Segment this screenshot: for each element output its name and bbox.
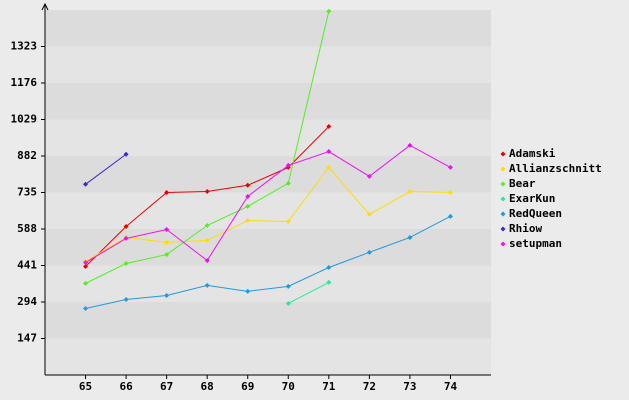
data-point (83, 263, 89, 269)
data-point (447, 164, 453, 170)
data-point (164, 252, 170, 258)
x-tick-label: 66 (119, 380, 133, 393)
legend-label: RedQueen (509, 207, 562, 220)
data-point (326, 264, 332, 270)
legend-marker (500, 241, 506, 247)
band (45, 192, 491, 229)
band (45, 10, 491, 47)
data-point (326, 164, 332, 170)
data-point (204, 223, 210, 229)
data-point (285, 300, 291, 306)
series-line (288, 281, 330, 304)
y-tick-label: 1323 (11, 40, 38, 53)
data-point (366, 173, 372, 179)
y-tick-label: 735 (17, 186, 37, 199)
data-point (123, 235, 129, 241)
legend-marker (500, 166, 506, 172)
legend-label: Adamski (509, 147, 556, 160)
data-point (83, 181, 89, 187)
band (45, 46, 491, 83)
y-tick-label: 882 (17, 149, 37, 162)
legend-label: Allianzschnitt (509, 162, 602, 175)
data-point (326, 149, 332, 155)
data-point (326, 123, 332, 129)
data-point (407, 234, 413, 240)
y-tick-label: 441 (17, 259, 37, 272)
series-line (85, 144, 451, 263)
band (45, 83, 491, 120)
legend-label: setupman (509, 237, 562, 250)
y-tick-label: 588 (17, 222, 37, 235)
data-point (407, 189, 413, 195)
data-point (245, 288, 251, 294)
x-tick-label: 67 (160, 380, 173, 393)
data-point (164, 226, 170, 232)
data-point (164, 190, 170, 195)
band (45, 302, 491, 339)
legend-label: ExarKun (509, 192, 555, 205)
data-point (366, 249, 372, 255)
band (45, 338, 491, 375)
y-tick-label: 147 (17, 332, 37, 345)
y-tick-label: 1029 (11, 113, 38, 126)
plot-bands (45, 10, 491, 375)
x-tick-label: 69 (241, 380, 254, 393)
band (45, 156, 491, 193)
x-tick-label: 65 (79, 380, 92, 393)
data-point (123, 224, 129, 230)
legend-label: Bear (509, 177, 536, 190)
series-line (85, 153, 127, 185)
data-point (204, 258, 210, 264)
y-tick-label: 294 (17, 295, 37, 308)
data-point (123, 261, 129, 267)
data-point (204, 189, 210, 195)
data-point (83, 280, 89, 286)
data-point (326, 8, 332, 14)
data-point (447, 190, 453, 195)
legend-label: Rhiow (509, 222, 542, 235)
data-point (407, 142, 413, 148)
data-point (245, 218, 251, 224)
data-point (123, 297, 129, 303)
data-point (285, 283, 291, 289)
band (45, 229, 491, 266)
legend-marker (500, 196, 506, 202)
series-line (85, 166, 451, 262)
legend-marker (500, 211, 506, 217)
data-point (204, 237, 210, 243)
data-point (245, 182, 251, 188)
data-point (366, 211, 372, 217)
data-point (204, 282, 210, 288)
series-line (85, 215, 451, 309)
data-point (447, 213, 453, 219)
x-tick-label: 73 (403, 380, 416, 393)
data-point (83, 260, 89, 266)
data-point (245, 203, 251, 209)
data-point (285, 180, 291, 186)
x-tick-label: 74 (444, 380, 458, 393)
band (45, 119, 491, 156)
data-point (164, 239, 170, 245)
y-axis-arrow (41, 2, 49, 11)
legend-marker (500, 151, 506, 157)
data-point (285, 219, 291, 225)
data-point (83, 305, 89, 311)
x-tick-label: 71 (322, 380, 336, 393)
x-tick-label: 70 (282, 380, 295, 393)
y-tick-label: 1176 (11, 76, 38, 89)
data-point (245, 193, 251, 199)
data-point (164, 293, 170, 299)
data-point (123, 151, 129, 157)
x-tick-label: 68 (201, 380, 214, 393)
band (45, 265, 491, 302)
x-tick-label: 72 (363, 380, 376, 393)
legend-marker (500, 226, 506, 232)
data-point (285, 162, 291, 168)
legend-marker (500, 181, 506, 187)
data-point (326, 279, 332, 285)
